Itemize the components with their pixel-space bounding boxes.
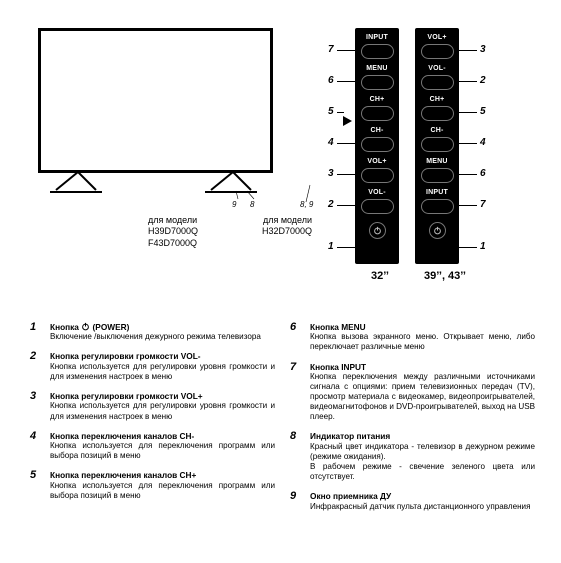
btn-vol-minus-39[interactable]: VOL- [419, 65, 455, 90]
legend-entry-title: Кнопка INPUT [310, 362, 535, 372]
legend-entry-desc: Кнопка используется для переключения про… [50, 481, 275, 501]
legend-entry-title: Кнопка (POWER) [50, 322, 275, 332]
legend-col-right: 6Кнопка MENUКнопка вызова экранного меню… [290, 322, 535, 521]
pointer-arrow [343, 116, 352, 126]
legend-entry: 2Кнопка регулировки громкости VOL-Кнопка… [30, 351, 275, 382]
tv-stand [38, 172, 273, 200]
legend-entry-num: 1 [30, 322, 50, 342]
control-panel-32: INPUT MENU CH+ CH- VOL+ VOL- [355, 28, 399, 264]
panel-caption-39: 39’’, 43’’ [415, 270, 475, 284]
legend-entry-num: 8 [290, 431, 310, 482]
legend-entry-body: Кнопка MENUКнопка вызова экранного меню.… [310, 322, 535, 353]
legend-entry: 5Кнопка переключения каналов CH+Кнопка и… [30, 470, 275, 501]
legend-entry-body: Кнопка переключения каналов CH-Кнопка ис… [50, 431, 275, 462]
btn-ch-minus-32[interactable]: CH- [359, 127, 395, 152]
power-icon [373, 226, 382, 235]
legend-entry-title: Кнопка переключения каналов CH+ [50, 470, 275, 480]
legend-entry-body: Кнопка (POWER)Включение /выключения дежу… [50, 322, 275, 342]
tv-ref-9: 9 [232, 200, 236, 210]
btn-vol-minus-32[interactable]: VOL- [359, 189, 395, 214]
legend-entry-desc: Инфракрасный датчик пульта дистанционног… [310, 502, 535, 512]
legend-entry-title: Кнопка MENU [310, 322, 535, 332]
tv-model-lines-1: H39D7000Q F43D7000Q [148, 226, 198, 247]
legend-entry-title: Индикатор питания [310, 431, 535, 441]
legend-entry: 6Кнопка MENUКнопка вызова экранного меню… [290, 322, 535, 353]
legend-entry-body: Индикатор питанияКрасный цвет индикатора… [310, 431, 535, 482]
legend-entry-body: Кнопка INPUTКнопка переключения между ра… [310, 362, 535, 423]
btn-vol-plus-39[interactable]: VOL+ [419, 34, 455, 59]
tv-model-label-2: для модели [263, 215, 312, 225]
legend-col-left: 1Кнопка (POWER)Включение /выключения деж… [30, 322, 275, 521]
legend-entry: 4Кнопка переключения каналов CH-Кнопка и… [30, 431, 275, 462]
control-panel-39-43: VOL+ VOL- CH+ CH- MENU INPUT [415, 28, 459, 264]
tv-graphic [38, 28, 273, 200]
legend-entry-desc: Кнопка используется для регулировки уров… [50, 362, 275, 382]
legend-entry-title: Окно приемника ДУ [310, 491, 535, 501]
btn-ch-plus-39[interactable]: CH+ [419, 96, 455, 121]
btn-power-39[interactable] [429, 222, 446, 239]
legend-entry-desc: Кнопка используется для регулировки уров… [50, 401, 275, 421]
legend-entry-num: 5 [30, 470, 50, 501]
btn-menu-39[interactable]: MENU [419, 158, 455, 183]
legend-entry-num: 9 [290, 491, 310, 511]
legend-entry: 9Окно приемника ДУИнфракрасный датчик пу… [290, 491, 535, 511]
btn-input-32[interactable]: INPUT [359, 34, 395, 59]
btn-power-32[interactable] [369, 222, 386, 239]
legend-entry-desc: Кнопка используется для переключения про… [50, 441, 275, 461]
tv-model-2: для модели H32D7000Q [262, 215, 312, 238]
legend-entry-body: Окно приемника ДУИнфракрасный датчик пул… [310, 491, 535, 511]
legend-entry-body: Кнопка переключения каналов CH+Кнопка ис… [50, 470, 275, 501]
legend-entry: 3Кнопка регулировки громкости VOL+Кнопка… [30, 391, 275, 422]
legend-entry-body: Кнопка регулировки громкости VOL+Кнопка … [50, 391, 275, 422]
btn-input-39[interactable]: INPUT [419, 189, 455, 214]
legend-columns: 1Кнопка (POWER)Включение /выключения деж… [30, 322, 535, 521]
legend-entry-num: 7 [290, 362, 310, 423]
power-icon [433, 226, 442, 235]
legend-entry: 7Кнопка INPUTКнопка переключения между р… [290, 362, 535, 423]
legend-entry-title: Кнопка регулировки громкости VOL- [50, 351, 275, 361]
legend-entry: 8Индикатор питанияКрасный цвет индикатор… [290, 431, 535, 482]
tv-ref-8: 8 [250, 200, 254, 210]
legend-entry-title: Кнопка регулировки громкости VOL+ [50, 391, 275, 401]
tv-model-lines-2: H32D7000Q [262, 226, 312, 236]
power-icon [81, 322, 90, 331]
legend-entry-desc: Кнопка переключения между различными ист… [310, 372, 535, 423]
tv-screen [38, 28, 273, 173]
legend-entry-desc: Красный цвет индикатора - телевизор в де… [310, 442, 535, 482]
legend-entry-title: Кнопка переключения каналов CH- [50, 431, 275, 441]
legend-entry: 1Кнопка (POWER)Включение /выключения деж… [30, 322, 275, 342]
legend-entry-num: 6 [290, 322, 310, 353]
panel-caption-32: 32’’ [365, 270, 395, 284]
btn-ch-plus-32[interactable]: CH+ [359, 96, 395, 121]
legend-entry-num: 2 [30, 351, 50, 382]
btn-ch-minus-39[interactable]: CH- [419, 127, 455, 152]
legend-entry-desc: Включение /выключения дежурного режима т… [50, 332, 275, 342]
legend-entry-body: Кнопка регулировки громкости VOL-Кнопка … [50, 351, 275, 382]
btn-menu-32[interactable]: MENU [359, 65, 395, 90]
legend-entry-num: 3 [30, 391, 50, 422]
tv-model-label-1: для модели [148, 215, 197, 225]
btn-vol-plus-32[interactable]: VOL+ [359, 158, 395, 183]
diagram-area: 9 8 для модели H39D7000Q F43D7000Q 8, 9 … [0, 0, 561, 300]
tv-model-1: для модели H39D7000Q F43D7000Q [148, 215, 198, 249]
legend-entry-num: 4 [30, 431, 50, 462]
legend-entry-desc: Кнопка вызова экранного меню. Открывает … [310, 332, 535, 352]
